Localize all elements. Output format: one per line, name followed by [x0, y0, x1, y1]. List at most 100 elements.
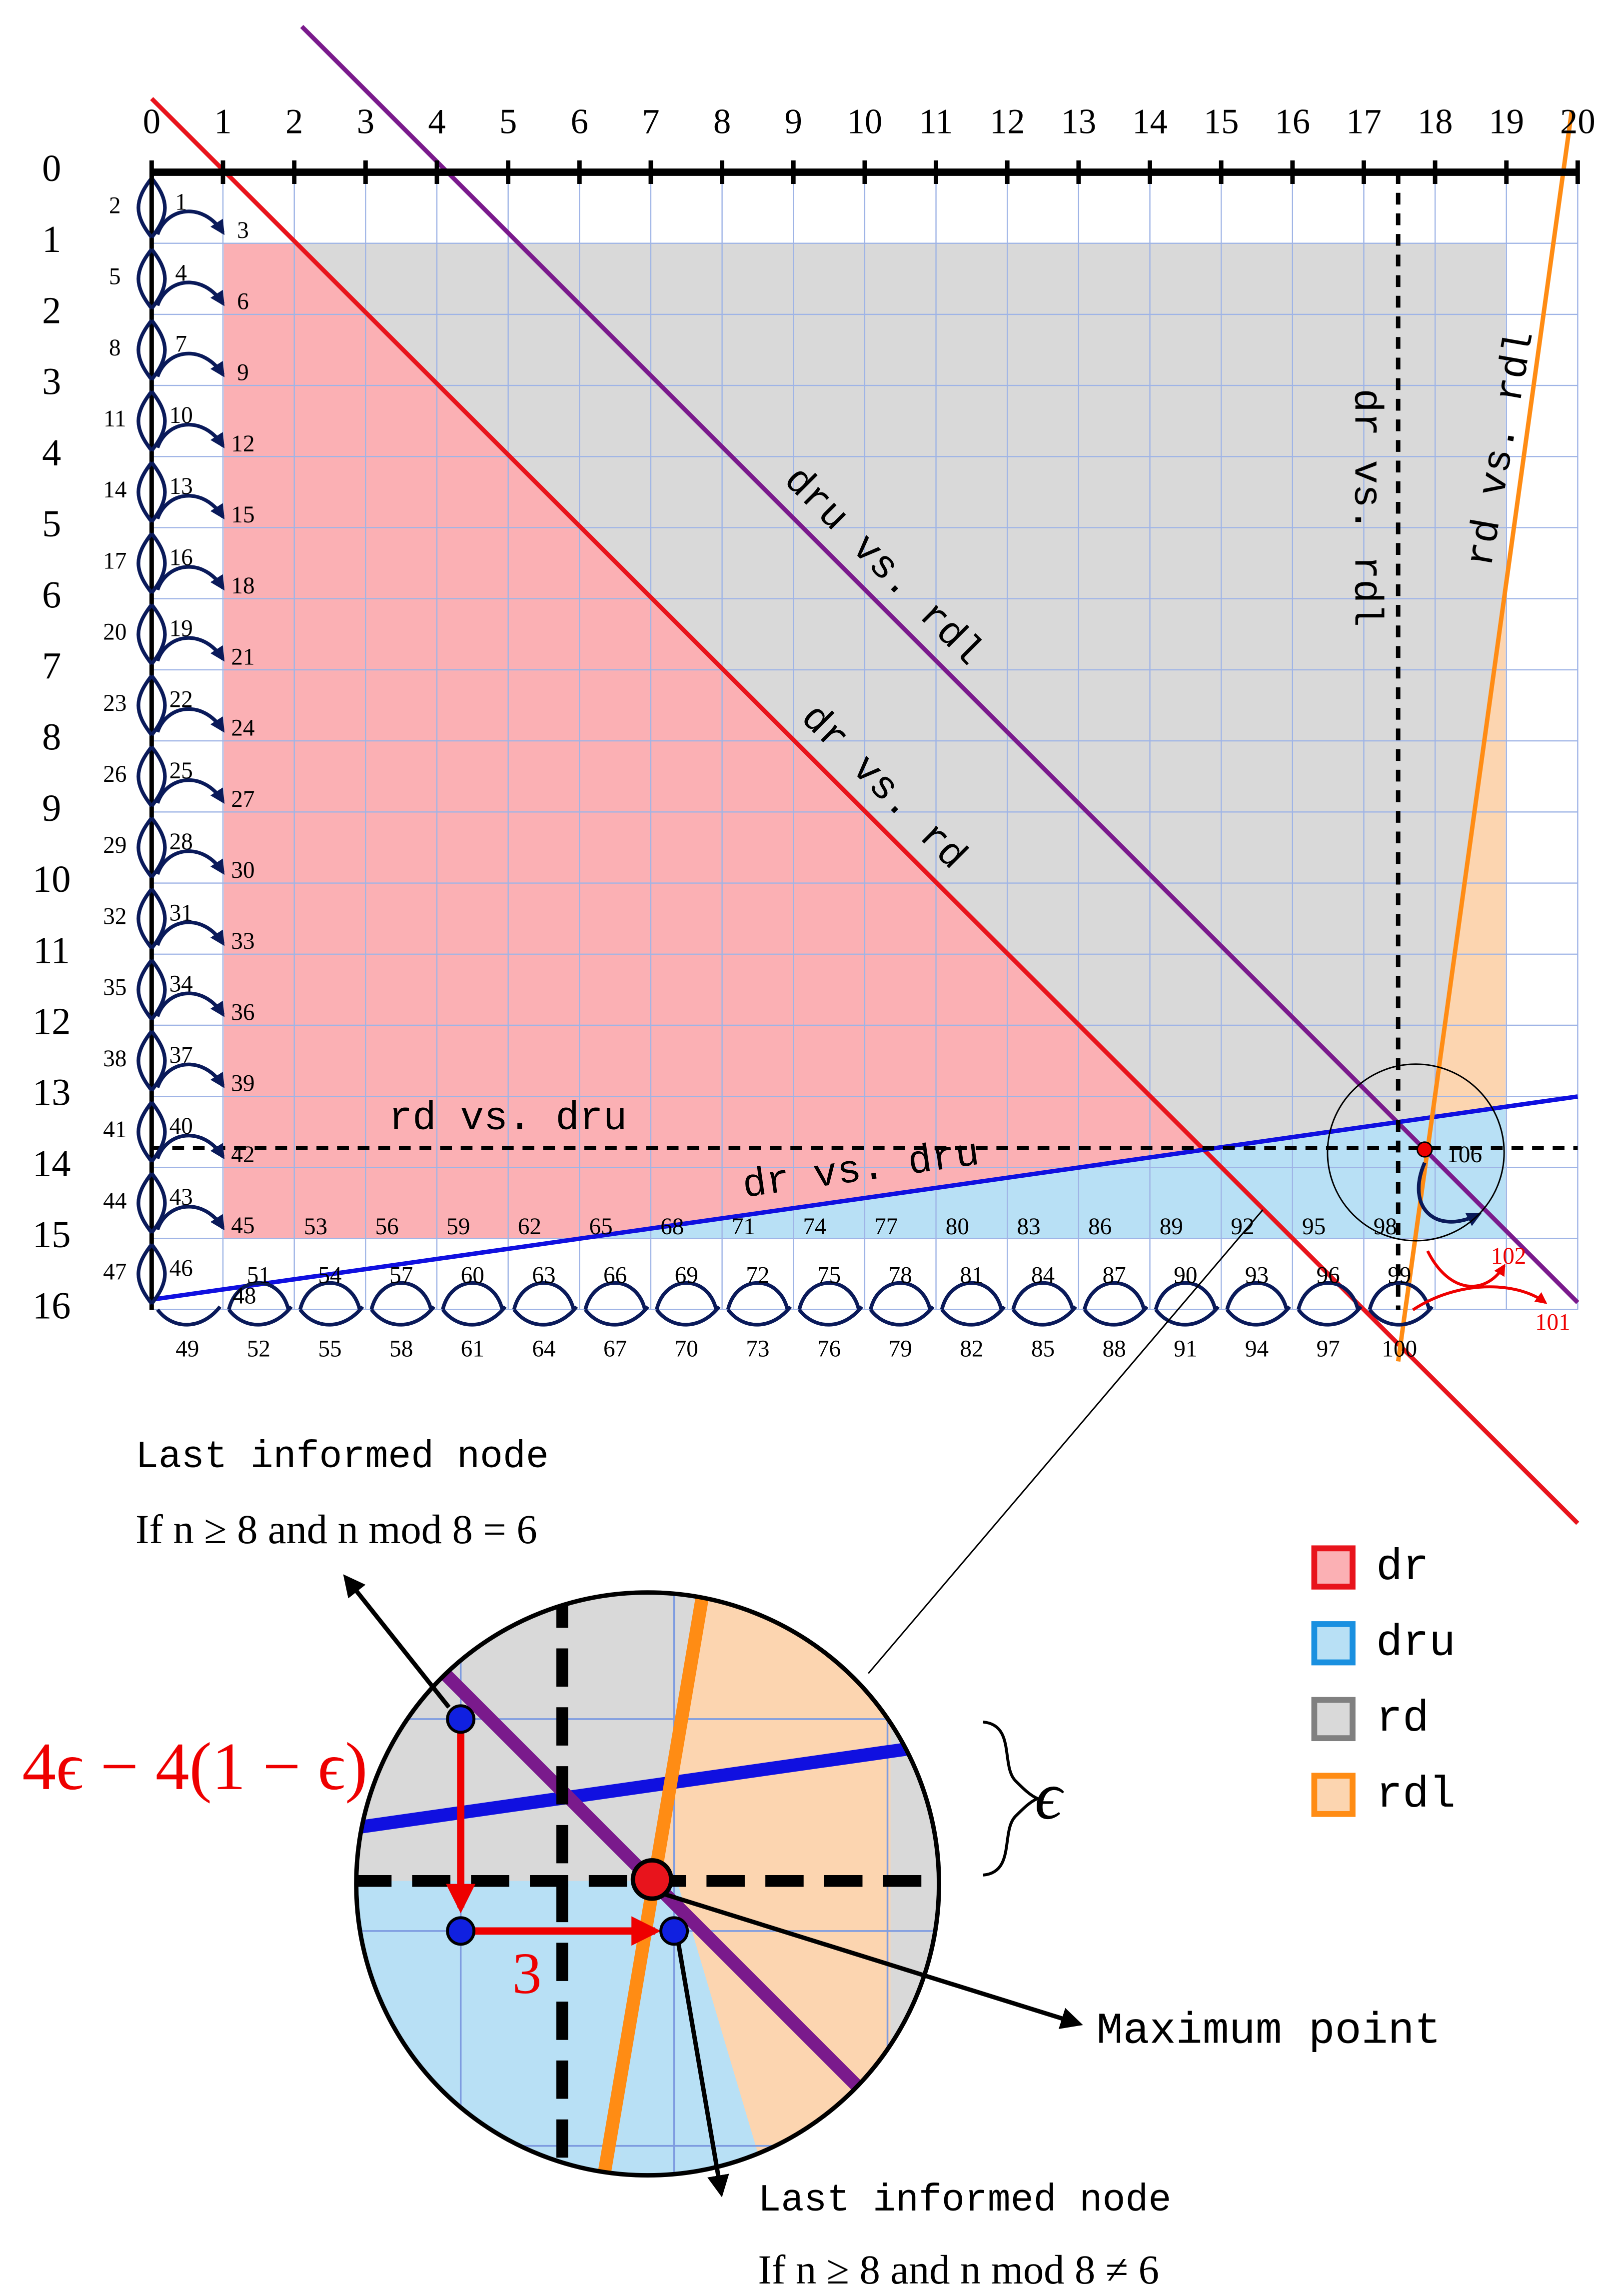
annotation: 4ϵ − 4(1 − ϵ) [22, 1729, 367, 1804]
node-label: 33 [231, 928, 254, 954]
node-label: 26 [103, 761, 126, 787]
node-arc [136, 959, 153, 1021]
node-label: 58 [389, 1336, 413, 1362]
node-label: 84 [1031, 1262, 1055, 1288]
node-arc [136, 1243, 153, 1305]
column-label: 10 [847, 102, 883, 141]
node-arc [1368, 1281, 1431, 1310]
node-arc [1011, 1281, 1075, 1310]
node-arc [726, 1305, 792, 1327]
column-label: 13 [1061, 102, 1097, 141]
node-arc [155, 991, 225, 1017]
node-label: 56 [375, 1214, 399, 1240]
node-label: 62 [518, 1214, 541, 1240]
node-label: 85 [1031, 1336, 1055, 1362]
node-arc [1154, 1305, 1220, 1327]
node-label: 93 [1245, 1262, 1269, 1288]
node-label: 28 [169, 829, 193, 855]
node-arc [155, 1205, 225, 1231]
node-label: 73 [746, 1336, 769, 1362]
node-dot [446, 1704, 476, 1734]
node-label: 17 [103, 548, 126, 574]
row-label: 13 [32, 1071, 71, 1114]
node-label: 80 [946, 1214, 969, 1240]
node-label: 106 [1447, 1142, 1482, 1168]
column-label: 8 [713, 102, 731, 141]
node-arc [1012, 1305, 1077, 1327]
node-arc [797, 1281, 861, 1310]
node-label: 102 [1491, 1243, 1527, 1269]
node-label: 7 [175, 331, 187, 357]
row-label: 8 [42, 716, 61, 758]
node-arc [136, 532, 153, 594]
node-label: 32 [103, 903, 126, 929]
node-arc [150, 959, 167, 1021]
column-label: 16 [1275, 102, 1310, 141]
legend-label: rd [1376, 1694, 1429, 1744]
node-label: 82 [960, 1336, 983, 1362]
node-label: 88 [1103, 1336, 1126, 1362]
node-label: 22 [169, 687, 193, 713]
node-arc [869, 1281, 932, 1310]
node-arc [155, 778, 225, 804]
node-dot [446, 1916, 476, 1946]
row-label: 16 [32, 1284, 71, 1327]
column-label: 2 [285, 102, 303, 141]
row-label: 6 [42, 573, 61, 616]
node-arc [512, 1305, 578, 1327]
column-label: 15 [1204, 102, 1239, 141]
node-label: 6 [237, 288, 249, 314]
node-label: 68 [660, 1214, 684, 1240]
node-arc [1225, 1281, 1289, 1310]
node-arc [136, 390, 153, 452]
node-label: 71 [732, 1214, 755, 1240]
node-label: 48 [232, 1283, 256, 1309]
node-label: 42 [231, 1142, 254, 1168]
legend-swatch [1311, 1773, 1356, 1817]
node-label: 74 [803, 1214, 827, 1240]
column-label: 7 [642, 102, 659, 141]
node-label: 66 [603, 1262, 627, 1288]
row-label: 9 [42, 787, 61, 829]
node-label: 29 [103, 832, 126, 858]
node-arc [150, 1101, 167, 1163]
node-arc [150, 176, 167, 239]
node-arc [155, 494, 225, 520]
node-arc [150, 674, 167, 736]
legend-label: dr [1376, 1542, 1429, 1593]
node-arc [369, 1281, 433, 1310]
node-label: 94 [1245, 1336, 1269, 1362]
node-label: 1 [175, 189, 187, 215]
annotation: 3 [512, 1941, 542, 2006]
line-label: dr vs. rdl [1343, 388, 1388, 627]
node-arc [227, 1305, 293, 1327]
node-label: 57 [389, 1262, 413, 1288]
node-label: 55 [318, 1336, 342, 1362]
node-arc [227, 1281, 290, 1310]
node-arc [150, 816, 167, 879]
column-label: 5 [499, 102, 517, 141]
row-label: 1 [42, 218, 61, 260]
annotation: If n ≥ 8 and n mod 8 ≠ 6 [758, 2247, 1159, 2293]
node-label: 87 [1103, 1262, 1126, 1288]
node-arc [150, 1172, 167, 1234]
node-label: 19 [169, 616, 193, 642]
node-arc [150, 390, 167, 452]
node-label: 90 [1174, 1262, 1197, 1288]
legend-swatch [1311, 1545, 1356, 1590]
node-arc [655, 1305, 721, 1327]
node-label: 51 [247, 1262, 270, 1288]
zoom-connector [868, 1209, 1264, 1674]
node-label: 41 [103, 1117, 126, 1143]
annotation: Last informed node [135, 1435, 549, 1479]
zoom-source [1327, 1063, 1505, 1242]
column-label: 18 [1418, 102, 1453, 141]
node-arc [155, 422, 225, 448]
node-arc [155, 849, 225, 875]
node-label: 37 [169, 1042, 193, 1068]
node-arc [655, 1281, 718, 1310]
node-arc [150, 1243, 167, 1305]
node-label: 16 [169, 544, 193, 570]
node-arc [1368, 1305, 1434, 1327]
column-label: 11 [919, 102, 953, 141]
